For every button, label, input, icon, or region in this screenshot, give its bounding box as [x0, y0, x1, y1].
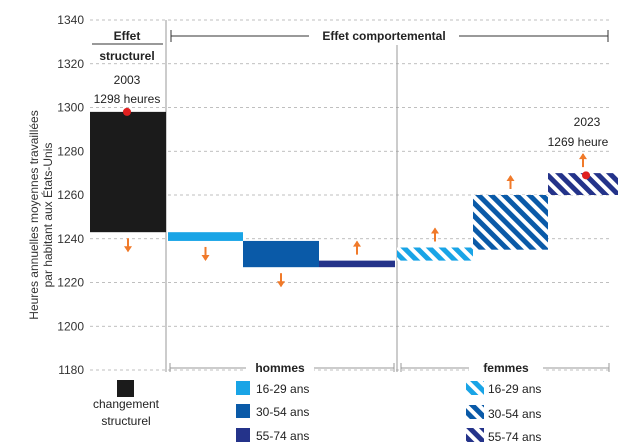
legend-label-women-55-74: 55-74 ans — [488, 430, 541, 444]
legend-label-women-30-54: 30-54 ans — [488, 407, 541, 421]
change-arrowhead-down — [124, 246, 132, 253]
bar-femmes-30-54ans — [473, 195, 548, 250]
legend-label-men-16-29: 16-29 ans — [256, 382, 309, 396]
legend-label-structural-line-2: structurel — [101, 414, 150, 428]
structural-effect-title-line-2: structurel — [99, 49, 154, 63]
legend-label-men-30-54: 30-54 ans — [256, 405, 309, 419]
y-tick-label: 1260 — [57, 188, 84, 202]
women-group-label: femmes — [483, 361, 529, 375]
start-year-label: 2003 — [114, 73, 141, 87]
men-group-label: hommes — [255, 361, 305, 375]
y-tick-label: 1180 — [58, 363, 84, 377]
change-arrowhead-up — [431, 227, 439, 234]
legend-swatch-men-30-54 — [236, 404, 250, 418]
legend-label-structural-line-1: changement — [93, 397, 160, 411]
bar-femmes-55-74ans — [548, 173, 618, 195]
y-tick-label: 1340 — [57, 13, 84, 27]
bar-hommes-30-54ans — [243, 240, 319, 268]
legend-swatch-women-30-54 — [466, 405, 484, 419]
change-arrowhead-down — [201, 254, 210, 261]
start-value-label: 1298 heures — [94, 92, 161, 106]
change-arrowhead-up — [579, 153, 587, 160]
y-axis-label-line-2: par habitant aux États-Unis — [40, 143, 55, 288]
waterfall-bars — [90, 111, 618, 268]
structural-effect-title-line-1: Effet — [114, 29, 141, 43]
end-year-label: 2023 — [574, 115, 601, 129]
legend-swatch-women-16-29 — [466, 381, 484, 395]
bar-structural-total — [90, 111, 166, 233]
y-tick-label: 1320 — [57, 57, 84, 71]
change-arrowhead-up — [506, 175, 515, 181]
women-label-bg — [469, 360, 543, 375]
bar-hommes-55-74ans — [319, 260, 395, 268]
behavioural-effect-title: Effet comportemental — [322, 29, 445, 43]
men-label-bg — [246, 360, 314, 375]
legend-swatch-women-55-74 — [466, 428, 484, 442]
y-tick-label: 1280 — [57, 144, 84, 158]
legend: changement structurel 16-29 ans 30-54 an… — [93, 380, 541, 444]
bar-femmes-16-29ans — [397, 247, 473, 261]
legend-label-men-55-74: 55-74 ans — [256, 429, 309, 443]
y-axis-ticks: 1180 1200 1220 1240 1260 1280 1300 1320 1340 — [57, 13, 84, 377]
change-arrowhead-down — [277, 281, 285, 288]
y-axis-label-line-1: Heures annuelles moyennes travaillées — [27, 110, 41, 319]
bar-hommes-16-29ans — [168, 232, 243, 241]
y-tick-label: 1220 — [57, 276, 84, 290]
y-tick-label: 1200 — [57, 319, 84, 333]
start-point-marker — [123, 107, 131, 116]
legend-swatch-men-16-29 — [236, 381, 250, 395]
change-arrows — [124, 153, 587, 288]
change-arrowhead-up — [353, 240, 361, 247]
end-value-label: 1269 heure — [548, 135, 609, 149]
end-point-marker — [582, 171, 590, 180]
y-tick-label: 1300 — [57, 101, 84, 115]
behavioural-title-bg — [309, 28, 459, 44]
legend-label-women-16-29: 16-29 ans — [488, 382, 541, 396]
legend-swatch-men-55-74 — [236, 428, 250, 442]
y-tick-label: 1240 — [57, 232, 84, 246]
legend-swatch-structural — [117, 380, 134, 397]
